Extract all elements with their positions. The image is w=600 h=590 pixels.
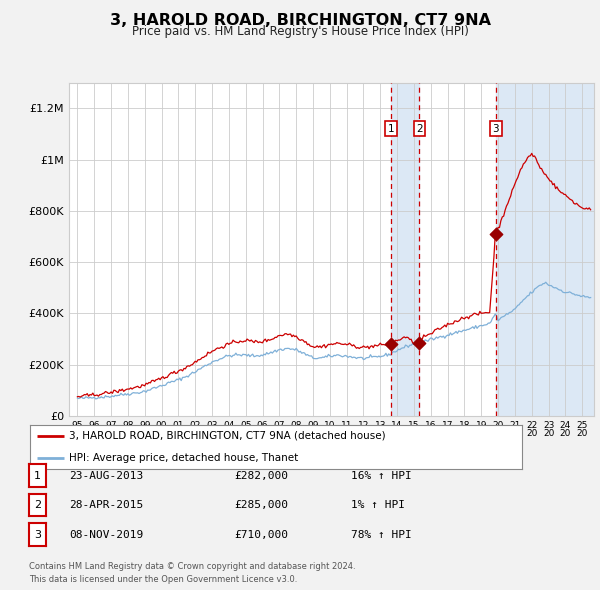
Text: 3: 3 bbox=[34, 530, 41, 539]
Text: 3, HAROLD ROAD, BIRCHINGTON, CT7 9NA (detached house): 3, HAROLD ROAD, BIRCHINGTON, CT7 9NA (de… bbox=[70, 431, 386, 441]
Text: 23-AUG-2013: 23-AUG-2013 bbox=[69, 471, 143, 480]
Text: 08-NOV-2019: 08-NOV-2019 bbox=[69, 530, 143, 539]
Text: £285,000: £285,000 bbox=[234, 500, 288, 510]
Text: 3: 3 bbox=[493, 124, 499, 134]
Bar bbox=[496, 83, 594, 416]
Text: £282,000: £282,000 bbox=[234, 471, 288, 480]
Text: Price paid vs. HM Land Registry's House Price Index (HPI): Price paid vs. HM Land Registry's House … bbox=[131, 25, 469, 38]
Text: 16% ↑ HPI: 16% ↑ HPI bbox=[351, 471, 412, 480]
Text: This data is licensed under the Open Government Licence v3.0.: This data is licensed under the Open Gov… bbox=[29, 575, 297, 584]
Text: HPI: Average price, detached house, Thanet: HPI: Average price, detached house, Than… bbox=[70, 453, 299, 463]
Point bbox=[491, 229, 500, 238]
Text: Contains HM Land Registry data © Crown copyright and database right 2024.: Contains HM Land Registry data © Crown c… bbox=[29, 562, 355, 571]
Text: 1: 1 bbox=[34, 471, 41, 480]
Text: 2: 2 bbox=[34, 500, 41, 510]
Text: 78% ↑ HPI: 78% ↑ HPI bbox=[351, 530, 412, 539]
Text: 28-APR-2015: 28-APR-2015 bbox=[69, 500, 143, 510]
Text: £710,000: £710,000 bbox=[234, 530, 288, 539]
Text: 2: 2 bbox=[416, 124, 423, 134]
Point bbox=[415, 338, 424, 348]
Text: 1: 1 bbox=[388, 124, 394, 134]
Point bbox=[386, 339, 396, 348]
Bar bbox=[391, 83, 419, 416]
Text: 1% ↑ HPI: 1% ↑ HPI bbox=[351, 500, 405, 510]
Text: 3, HAROLD ROAD, BIRCHINGTON, CT7 9NA: 3, HAROLD ROAD, BIRCHINGTON, CT7 9NA bbox=[110, 13, 491, 28]
